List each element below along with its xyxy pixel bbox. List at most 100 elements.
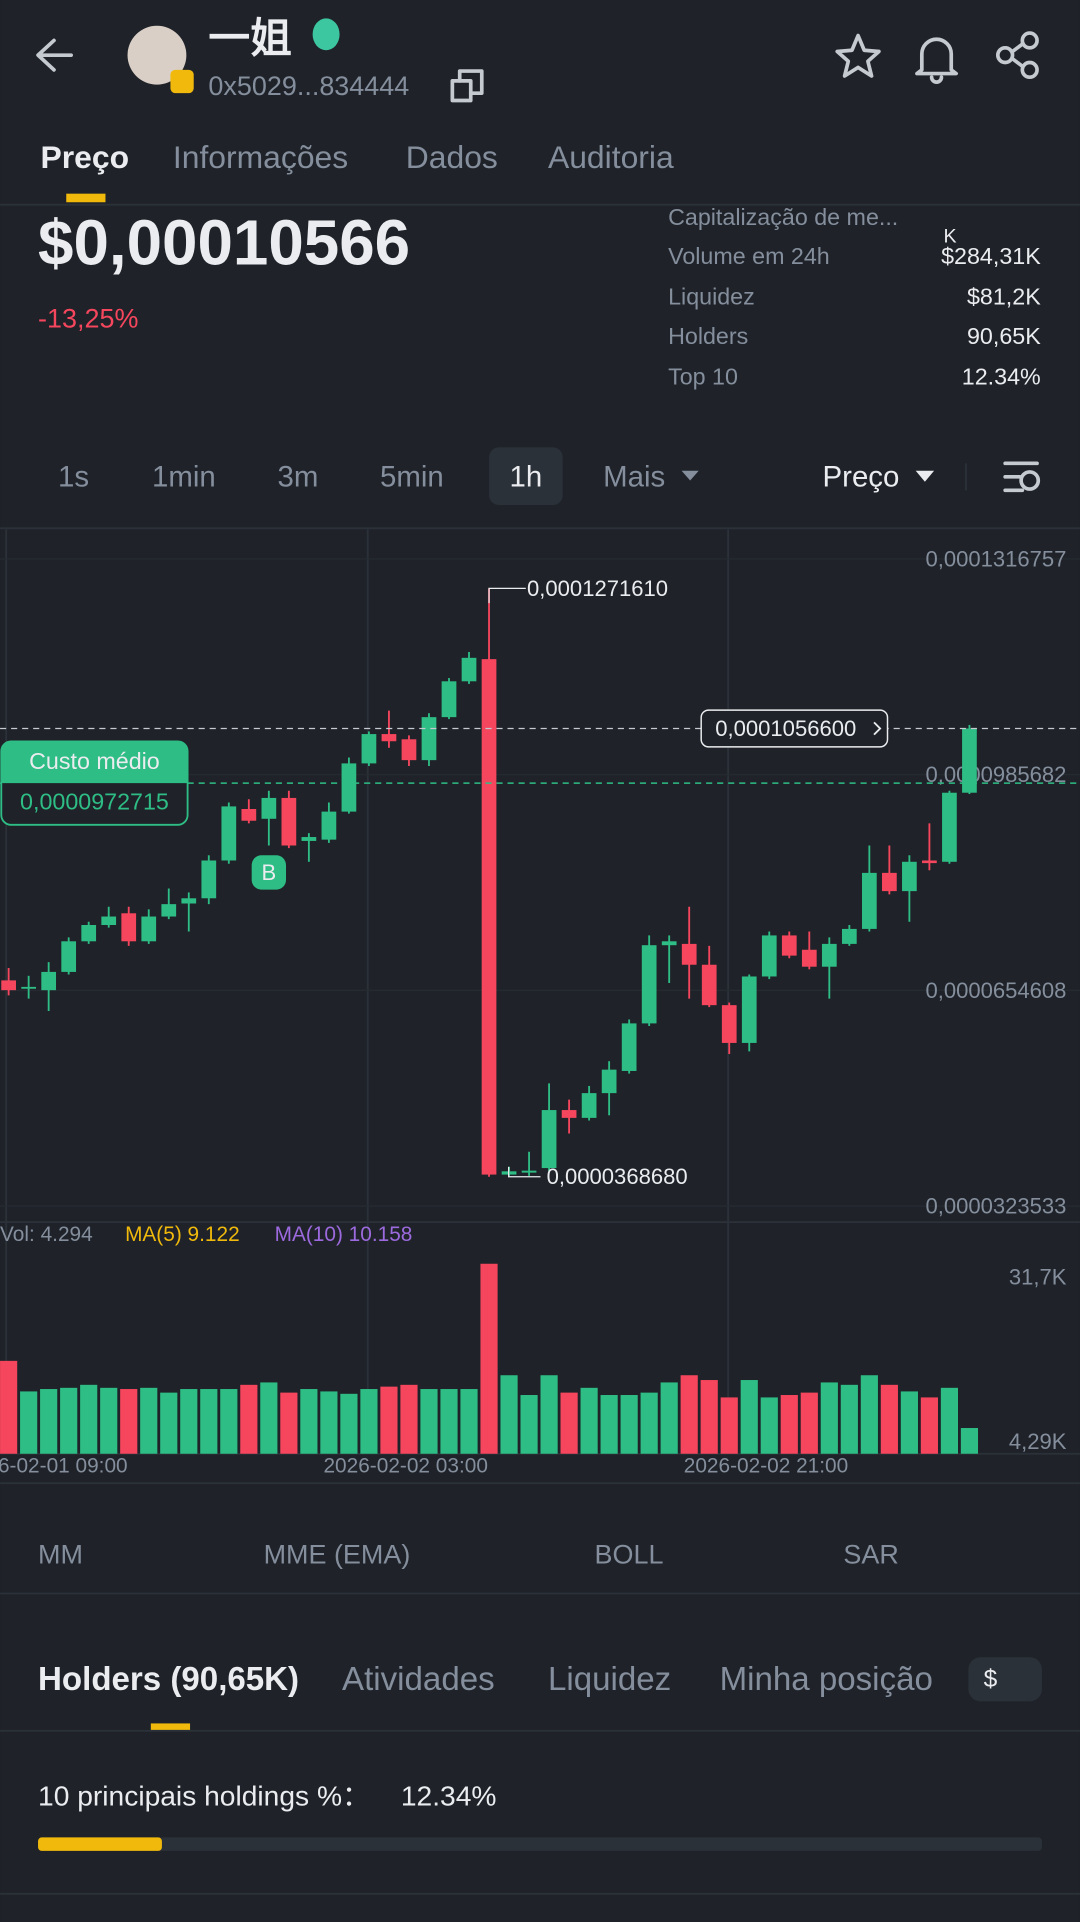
volume-bar: [260, 1382, 278, 1454]
candle-body: [561, 1110, 577, 1118]
cost-title: Custo médio: [29, 748, 160, 774]
candle-body: [421, 717, 437, 761]
candle-body: [861, 872, 877, 929]
copy-icon[interactable]: [450, 69, 484, 103]
volume-bar: [280, 1392, 298, 1454]
volume-bar: [780, 1395, 798, 1454]
candle-body: [942, 792, 957, 862]
vol-tick-label: 4,29K: [1009, 1429, 1067, 1454]
bottom-tab[interactable]: Liquidez: [548, 1661, 671, 1698]
candle-body: [381, 734, 397, 742]
volume-bar: [560, 1392, 578, 1454]
interval[interactable]: 1s: [58, 460, 89, 493]
volume-bar: [60, 1387, 78, 1454]
volume-bar: [380, 1386, 398, 1454]
interval-active-bg: [489, 447, 563, 506]
price-toggle[interactable]: Preço: [823, 460, 900, 493]
volume-bar: [480, 1263, 498, 1454]
chart-settings-icon[interactable]: [1003, 461, 1041, 493]
stat-label: Top 10: [668, 363, 738, 389]
volume-bar: [960, 1428, 979, 1454]
volume-bar: [760, 1397, 778, 1454]
stat-value: 90,65K: [967, 323, 1041, 349]
bottom-tab[interactable]: Atividades: [342, 1661, 495, 1698]
candle-body: [741, 976, 757, 1043]
tab[interactable]: Informações: [173, 139, 348, 175]
avatar: [127, 25, 187, 85]
stat-label: Volume em 24h: [668, 243, 830, 269]
bottom-tab[interactable]: Minha posição: [720, 1661, 933, 1698]
holdings-label: 10 principais holdings %：: [38, 1780, 370, 1812]
candle-body: [761, 935, 777, 977]
last-price-box: [700, 709, 889, 748]
tab-indicator: [150, 1723, 191, 1731]
candle-body: [541, 1110, 557, 1169]
volume-bar: [520, 1395, 538, 1454]
high-pointer: [488, 587, 526, 604]
stat-label: Liquidez: [668, 284, 755, 310]
volume-bar: [580, 1387, 598, 1454]
indicator[interactable]: BOLL: [595, 1539, 664, 1569]
candle-body: [181, 898, 197, 904]
candle-body: [481, 659, 497, 1175]
indicator[interactable]: MME (EMA): [264, 1539, 411, 1569]
x-tick-label: 2026-02-01 09:00: [0, 1455, 128, 1478]
share-icon[interactable]: [995, 31, 1039, 80]
volume-bar: [800, 1392, 818, 1454]
candle-body: [821, 943, 837, 967]
volume-bar: [680, 1375, 698, 1454]
tab[interactable]: Dados: [406, 139, 498, 175]
stat-label: Capitalização de me...: [668, 204, 898, 230]
candle-body: [521, 1170, 537, 1173]
last-price-label: 0,0001056600: [715, 716, 856, 741]
tab[interactable]: Preço: [41, 139, 130, 175]
currency-toggle[interactable]: $: [984, 1666, 998, 1693]
back-button[interactable]: [36, 38, 73, 72]
interval-more[interactable]: Mais: [603, 460, 665, 493]
candle-body: [221, 806, 237, 861]
y-tick-label: 0,0000654608: [925, 978, 1066, 1003]
candle-body: [61, 941, 77, 972]
interval[interactable]: 1min: [152, 460, 216, 493]
candle-body: [301, 837, 317, 841]
holdings-fill: [38, 1837, 162, 1851]
volume-bar: [160, 1392, 178, 1454]
buy-marker-bg: [251, 855, 287, 890]
volume-bar: [640, 1392, 658, 1454]
candle-body: [641, 945, 657, 1024]
candle-body: [41, 971, 57, 991]
indicator[interactable]: SAR: [843, 1539, 898, 1569]
candle-body: [401, 739, 417, 761]
candle-body: [341, 763, 357, 812]
bell-icon[interactable]: [915, 37, 958, 84]
candle-body: [922, 860, 937, 864]
volume-bar: [440, 1389, 458, 1454]
candle-body: [581, 1093, 597, 1118]
candle-body: [241, 809, 257, 821]
candle-body: [882, 872, 897, 892]
volume-bar: [240, 1384, 258, 1454]
stat-value: $81,2K: [967, 284, 1041, 310]
star-icon[interactable]: [835, 33, 881, 78]
candle-body: [161, 904, 177, 917]
price: $0,00010566: [38, 207, 410, 279]
candle-body: [101, 916, 117, 926]
volume-bar: [140, 1387, 158, 1454]
interval[interactable]: 5min: [380, 460, 444, 493]
bottom-tab[interactable]: Holders (90,65K): [38, 1661, 299, 1698]
stat-value: $284,31K: [941, 243, 1041, 269]
indicator[interactable]: MM: [38, 1539, 83, 1569]
volume-bar: [700, 1380, 718, 1454]
candle-body: [1, 980, 16, 991]
interval[interactable]: 1h: [510, 460, 543, 493]
vol-header: Vol: 4.294: [0, 1223, 93, 1246]
tab[interactable]: Auditoria: [548, 139, 674, 175]
volume-bar: [660, 1382, 678, 1454]
low-label: 0,0000368680: [547, 1164, 688, 1189]
interval[interactable]: 3m: [277, 460, 318, 493]
volume-bar: [400, 1384, 418, 1454]
volume-bar: [540, 1375, 558, 1454]
currency-toggle-bg[interactable]: [968, 1657, 1042, 1702]
